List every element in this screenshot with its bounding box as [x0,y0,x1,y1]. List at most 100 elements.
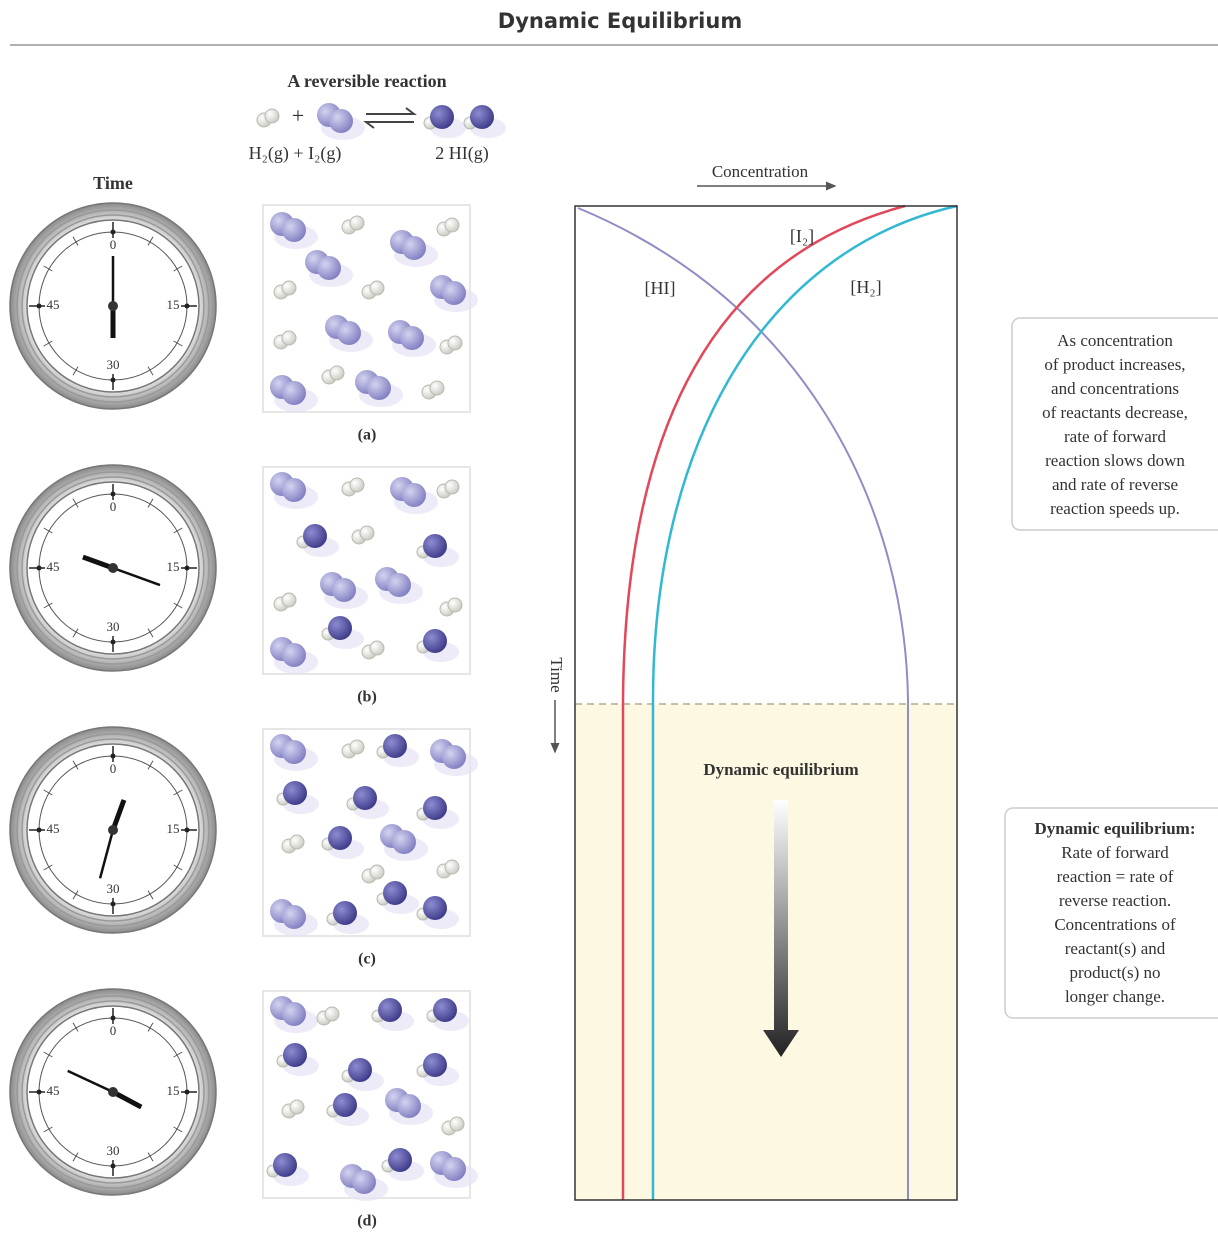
iodine-atom [283,781,307,805]
clock-tick-dot [110,1163,116,1169]
clock-tick [72,890,79,900]
x-axis-label: Concentration [712,162,809,181]
hydrogen-atom [324,1006,340,1022]
clock-tick [72,628,79,638]
hydrogen-atom [369,640,385,656]
clock-ring [21,214,205,398]
clock-tick [43,265,53,272]
iodine-atom [333,1093,357,1117]
graph: Concentration Time [I₂] [HI] [H₂] Dynami… [547,162,958,1201]
clock-hub [108,825,118,835]
hour-hand [82,554,114,571]
iodine-atom [367,376,391,400]
hour-hand [111,1089,143,1110]
clock-hub [108,1087,118,1097]
clock-ring [21,738,205,922]
molecule-panel [262,728,478,937]
graph-frame [574,205,958,1201]
clock-hub [108,301,118,311]
clock-ring [16,995,210,1189]
curve-label: [HI] [645,278,676,298]
minute-hand [112,566,161,587]
time-label: Time [93,173,133,193]
iodine-atom [282,905,306,929]
iodine-atom [442,281,466,305]
minute-hand [98,829,115,879]
callout-line: and concentrations [1051,379,1179,398]
iodine-atom [282,740,306,764]
hydrogen-atom [444,859,460,875]
clock-number: 15 [167,821,180,836]
clock-tick [72,760,79,770]
clock: 0 15 30 45 [9,988,217,1196]
molecule-panel [262,466,471,675]
iodine-atom [400,326,424,350]
clock-tick [173,265,183,272]
iodine-atom [433,998,457,1022]
iodine-atom [423,796,447,820]
hour-hand [110,799,127,831]
clock-ring [16,209,210,403]
iodine-atom [430,105,454,129]
clock-tick [72,366,79,376]
clock-number: 15 [167,297,180,312]
clock-number: 0 [110,1023,117,1038]
clock-number: 45 [47,1083,60,1098]
hydrogen-atom [289,1099,305,1115]
hydrogen-atom [281,280,297,296]
iodine-atom [282,381,306,405]
clock-ring [21,1000,205,1184]
clock-tick-dot [184,827,190,833]
hi-curve [577,207,909,1200]
clock-tick [147,498,154,508]
clock-number: 0 [110,499,117,514]
iodine-atom [397,1094,421,1118]
callout-line: longer change. [1065,987,1165,1006]
clock-tick [72,1152,79,1162]
curve-label: [H₂] [850,277,881,297]
iodine-atom [328,826,352,850]
clock-tick [173,527,183,534]
callout-line: As concentration [1057,331,1173,350]
panel-label: (b) [357,689,377,706]
clock-ring [16,471,210,665]
clock-tick-dot [36,303,42,309]
callout-line: of product increases, [1044,355,1185,374]
panel-label: (c) [358,951,376,968]
hydrogen-atom [447,597,463,613]
reactants: H₂(g) + I₂(g) [249,143,342,164]
callout-heading: Dynamic equilibrium: [1034,819,1195,838]
clock-tick [43,789,53,796]
hydrogen-atom [349,477,365,493]
time-arrow [763,800,799,1057]
callout-line: reaction = rate of [1057,867,1174,886]
clock-number: 30 [107,619,120,634]
clock-tick [72,1022,79,1032]
clock-tick [43,602,53,609]
callout-line: of reactants decrease, [1042,403,1188,422]
callout-line: reaction slows down [1045,451,1185,470]
equilibrium-arrows [363,107,417,129]
region-label: Dynamic equilibrium [703,760,858,779]
iodine-atom [392,830,416,854]
clock-tick-dot [110,753,116,759]
page-title: Dynamic Equilibrium [498,9,742,33]
hydrogen-atom [449,1116,465,1132]
hydrogen-atom [281,330,297,346]
minute-hand [67,1069,114,1094]
iodine-atom [273,1153,297,1177]
hydrogen-atom [444,479,460,495]
iodine-atom [383,734,407,758]
clock-tick [173,864,183,871]
iodine-atom [282,478,306,502]
plus-sign: + [292,103,304,128]
clock-tick [173,789,183,796]
clock-tick-dot [184,565,190,571]
hydrogen-atom [281,592,297,608]
hydrogen-atom [444,217,460,233]
clock-tick [147,236,154,246]
iodine-atom [329,109,353,133]
molecule-panel [262,204,478,413]
clock-tick-dot [184,303,190,309]
